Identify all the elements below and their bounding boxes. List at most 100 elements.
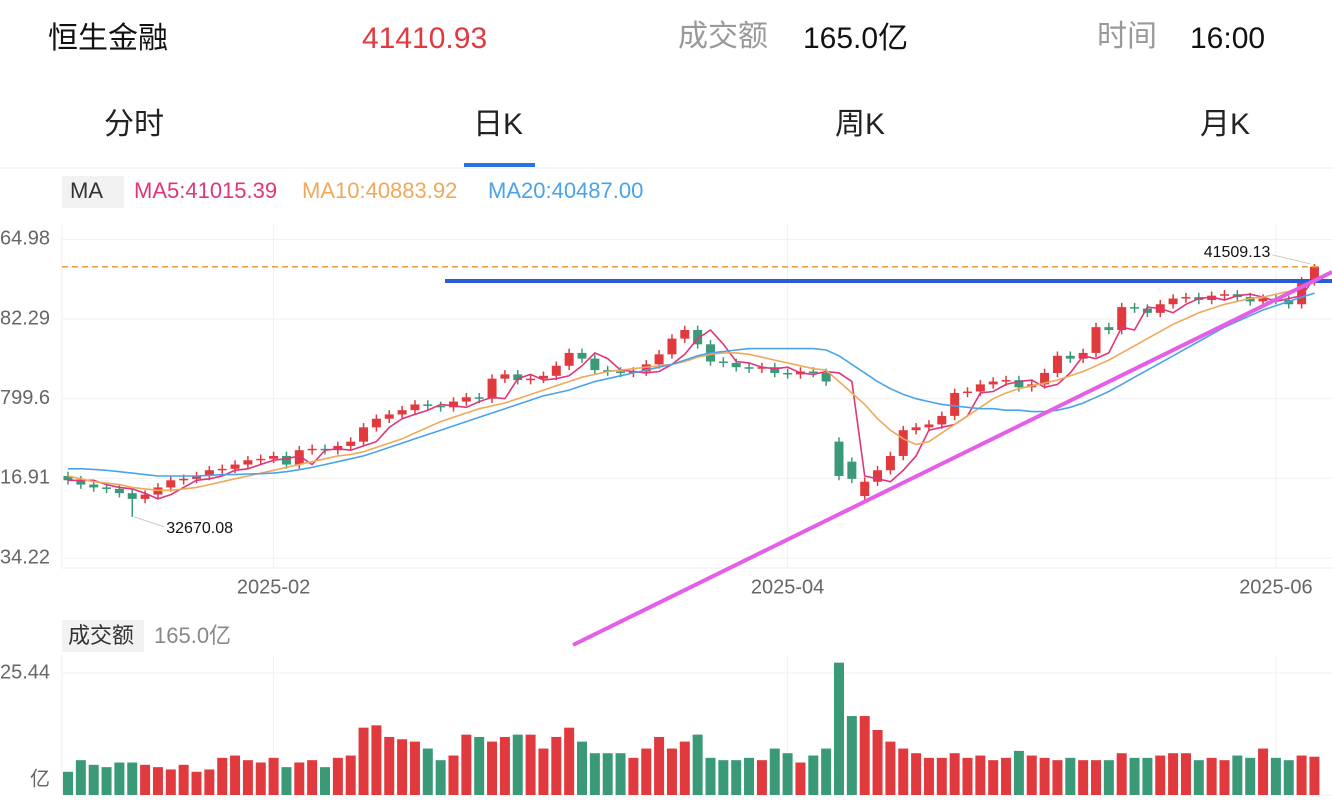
volume-bar	[551, 736, 562, 795]
candle-body	[783, 372, 793, 375]
volume-bar	[345, 755, 356, 795]
candle-body	[731, 362, 741, 368]
time-value: 16:00	[1190, 22, 1265, 55]
time-label: 时间	[1097, 20, 1157, 53]
tab-bar: 分时 日K 周K 月K	[104, 108, 1250, 167]
plot: 41509.13 32670.08	[62, 244, 1322, 795]
high-label: 41509.13	[1204, 244, 1271, 261]
candle-body	[718, 361, 728, 363]
volume-bar	[1039, 757, 1050, 795]
candle-body	[89, 484, 99, 488]
legend-entry: MA20:40487.00	[488, 178, 643, 203]
turnover-label: 成交额	[678, 20, 768, 53]
y-tick-label: 36799.6	[0, 387, 50, 409]
y-tick-label: 525.44	[0, 661, 50, 683]
volume-bar	[1091, 760, 1101, 795]
volume-bar	[1283, 760, 1294, 795]
volume-bar	[1116, 753, 1127, 795]
volume-bar	[936, 757, 947, 795]
volume-bar	[949, 753, 960, 795]
volume-bar	[782, 753, 793, 795]
volume-bar	[1296, 755, 1307, 795]
volume-bar	[230, 755, 241, 795]
volume-bar	[731, 760, 742, 795]
grid: 31234.22 34016.91 36799.6 39582.29 42364.98 2…	[0, 225, 1332, 796]
volume-bar	[448, 755, 459, 795]
y-tick-label: 31234.22	[0, 546, 50, 568]
candle-body	[179, 478, 189, 481]
volume-bar	[808, 755, 819, 795]
volume-bar	[1168, 753, 1179, 795]
volume-bar	[1052, 760, 1063, 795]
volume-bar	[88, 764, 99, 795]
candle-body	[590, 358, 600, 371]
volume-bar	[101, 767, 112, 795]
candle-body	[1142, 308, 1152, 313]
candle-body	[808, 371, 818, 374]
candle-body	[1065, 355, 1075, 359]
candle-body	[616, 371, 626, 374]
volume-bar	[1129, 757, 1140, 795]
tab[interactable]: 月K	[1200, 108, 1250, 141]
candle-body	[1052, 355, 1062, 373]
volume-bar	[294, 762, 305, 795]
volume-bar	[666, 748, 677, 795]
volume-bar	[204, 769, 215, 795]
candle-body	[577, 352, 587, 359]
y-tick-label: 42364.98	[0, 228, 50, 250]
volume-bar	[654, 736, 665, 795]
leader-line	[134, 516, 165, 528]
volume-bar	[872, 729, 883, 795]
volume-bar	[692, 734, 703, 795]
candle-body	[1104, 327, 1114, 331]
volume-bar	[538, 748, 549, 795]
volume-bar	[846, 716, 857, 795]
volume-bar	[769, 748, 780, 795]
candle-body	[847, 461, 857, 479]
candle-body	[76, 480, 86, 485]
tab-indicator	[464, 163, 535, 167]
volume-bar	[371, 725, 382, 795]
tab[interactable]: 日K	[473, 108, 523, 141]
volume-bar	[217, 757, 228, 795]
volume-bar	[242, 760, 253, 795]
volume-title: 成交额	[68, 623, 134, 648]
candle-body	[680, 330, 690, 339]
volume-bar	[577, 741, 587, 795]
volume-bar	[615, 753, 626, 795]
volume-bar	[307, 760, 318, 795]
tab[interactable]: 分时	[104, 108, 164, 141]
candle-body	[1181, 297, 1191, 299]
ma-line	[67, 281, 1315, 492]
volume-bar	[320, 767, 330, 795]
volume-title-box	[62, 620, 144, 652]
candle-body	[294, 450, 304, 465]
candle-body	[230, 464, 240, 469]
volume-bar	[628, 757, 639, 795]
candle-body	[256, 458, 266, 461]
turnover-value: 165.0亿	[803, 22, 908, 55]
volume-bar	[602, 753, 613, 795]
candle-body	[1297, 281, 1307, 305]
volume-bar	[1155, 755, 1166, 795]
candle-body	[166, 480, 176, 488]
volume-bar	[821, 748, 832, 795]
candle-body	[513, 374, 523, 381]
candle-body	[1001, 380, 1011, 382]
legend-entry: MA5:41015.39	[134, 178, 277, 203]
ma-line	[68, 277, 1316, 500]
volume-bar	[1232, 755, 1243, 795]
candle-body	[449, 401, 458, 408]
candle-body	[898, 430, 908, 456]
volume-bar	[718, 760, 729, 795]
candle-body	[770, 367, 780, 373]
tab[interactable]: 周K	[835, 108, 885, 141]
volume-bar	[474, 736, 485, 795]
candle-body	[281, 455, 291, 465]
volume-bar	[1206, 757, 1217, 795]
legend-title: MA	[70, 178, 103, 203]
volume-bar	[63, 771, 73, 795]
candle-body	[410, 404, 420, 411]
volume-bar	[1026, 755, 1037, 795]
volume-bar	[487, 741, 498, 795]
